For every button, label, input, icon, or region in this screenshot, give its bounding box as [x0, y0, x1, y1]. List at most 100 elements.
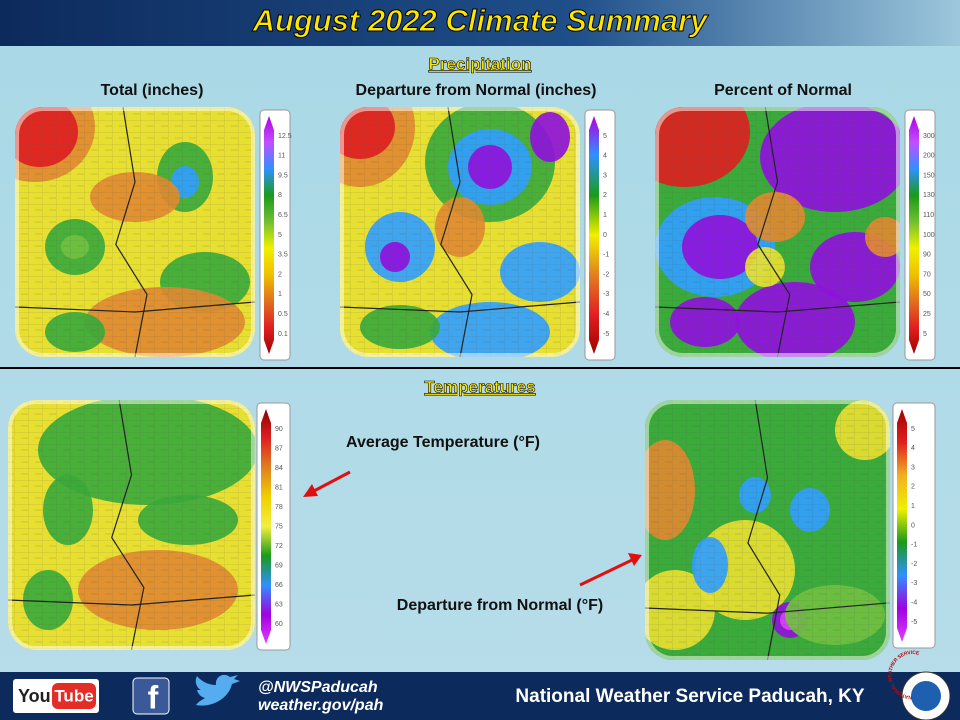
legend-label: 2	[603, 192, 607, 199]
map	[340, 107, 580, 357]
arrowhead	[628, 553, 642, 566]
legend-bar	[261, 409, 271, 644]
map	[655, 107, 900, 357]
map-title: Departure from Normal (inches)	[356, 82, 597, 99]
youtube-box	[52, 683, 96, 709]
legend-label: -1	[603, 252, 609, 259]
facebook-logo[interactable]: f	[132, 677, 170, 715]
legend-label: 0.5	[278, 311, 288, 318]
legend-label: 87	[275, 445, 283, 452]
legend-label: -2	[911, 561, 917, 568]
legend-label: 1	[603, 212, 607, 219]
legend-label: 72	[275, 543, 283, 550]
legend-label: 9.5	[278, 172, 288, 179]
legend-label: 2	[911, 484, 915, 491]
legend-bar	[589, 116, 599, 354]
legend-label: 2	[278, 271, 282, 278]
state-line	[111, 400, 145, 650]
legend-label: 100	[923, 232, 935, 239]
legend-label: 6.5	[278, 212, 288, 219]
legend-label: 5	[911, 426, 915, 433]
state-line	[645, 602, 890, 614]
legend-label: 50	[923, 291, 931, 298]
map	[645, 400, 890, 660]
arrow	[579, 558, 633, 587]
legend-label: 11	[278, 153, 285, 160]
youtube-text: Tube	[54, 686, 93, 705]
map-glow	[15, 107, 255, 357]
legend-label: 0	[911, 522, 915, 529]
state-line	[757, 107, 791, 357]
legend-label: 12.5	[278, 133, 292, 140]
legend-label: 0.1	[278, 331, 288, 338]
facebook-box	[132, 677, 170, 715]
legend-label: 3.5	[278, 252, 288, 259]
county-lines	[8, 400, 255, 650]
facebook-text: f	[148, 679, 159, 715]
legend-label: 1	[278, 291, 282, 298]
county-lines	[15, 107, 255, 357]
legend-bar	[909, 116, 919, 354]
arrowhead	[303, 484, 318, 497]
legend-label: -1	[911, 542, 917, 549]
legend-label: 25	[923, 311, 931, 318]
legend-label: 90	[275, 426, 283, 433]
header-bar	[0, 0, 960, 46]
legend-label: -2	[603, 271, 609, 278]
title: August 2022 Climate Summary	[252, 3, 710, 38]
map-title: Percent of Normal	[714, 82, 852, 99]
map-glow	[8, 400, 255, 650]
legend-label: -3	[603, 291, 609, 298]
maps: 12.5 11 9.5 8 6.5 5 3.5 2 1 0.5 0.1 5 4 3 2 1 0 -1 -2 -3 -4 -…	[8, 107, 936, 660]
legend-label: 8	[278, 192, 282, 199]
legend-label: 110	[923, 212, 934, 219]
annotation: Average Temperature (°F)	[346, 434, 540, 451]
state-line	[340, 301, 580, 313]
legend-label: 150	[923, 172, 935, 179]
section-heading: Temperatures	[424, 377, 535, 396]
legend-label: 66	[275, 582, 283, 589]
legend-label: 75	[275, 523, 283, 530]
state-line	[747, 400, 781, 660]
legend-label: 84	[275, 465, 283, 472]
legend-label: 5	[603, 133, 607, 140]
twitter-logo[interactable]	[195, 674, 240, 706]
legend-bar	[897, 409, 907, 642]
map	[8, 400, 255, 650]
arrow	[311, 470, 351, 494]
legend-label: 3	[603, 172, 607, 179]
county-lines	[655, 107, 900, 357]
legend-label: 63	[275, 601, 283, 608]
annotation: Departure from Normal (°F)	[397, 597, 603, 614]
legend-label: 3	[911, 464, 915, 471]
map-glow	[655, 107, 900, 357]
handle[interactable]: @NWSPaducah	[258, 679, 378, 696]
legend-label: 5	[923, 331, 927, 338]
legend-label: -4	[603, 311, 609, 318]
legend-label: 5	[278, 232, 282, 239]
legend-label: -5	[911, 619, 917, 626]
state-line	[440, 107, 473, 357]
legend-bar	[264, 116, 274, 354]
legend-label: 81	[275, 484, 283, 491]
state-line	[15, 301, 255, 313]
state-line	[8, 594, 255, 606]
legend-label: 300	[923, 133, 935, 140]
map-glow	[340, 107, 580, 357]
state-line	[115, 107, 148, 357]
website[interactable]: weather.gov/pah	[258, 697, 384, 714]
legend-label: 1	[911, 503, 915, 510]
youtube-logo[interactable]: You Tube	[13, 679, 99, 713]
legend-label: 90	[923, 252, 931, 259]
office-name: National Weather Service Paducah, KY	[515, 686, 864, 707]
youtube-text: You	[18, 686, 51, 706]
legend-label: -4	[911, 600, 917, 607]
legend-label: 78	[275, 504, 283, 511]
legend-label: 60	[275, 621, 283, 628]
map-title: Total (inches)	[101, 82, 204, 99]
seal-center	[911, 681, 941, 711]
legend-label: 4	[911, 445, 915, 452]
map	[15, 107, 255, 357]
county-lines	[340, 107, 580, 357]
